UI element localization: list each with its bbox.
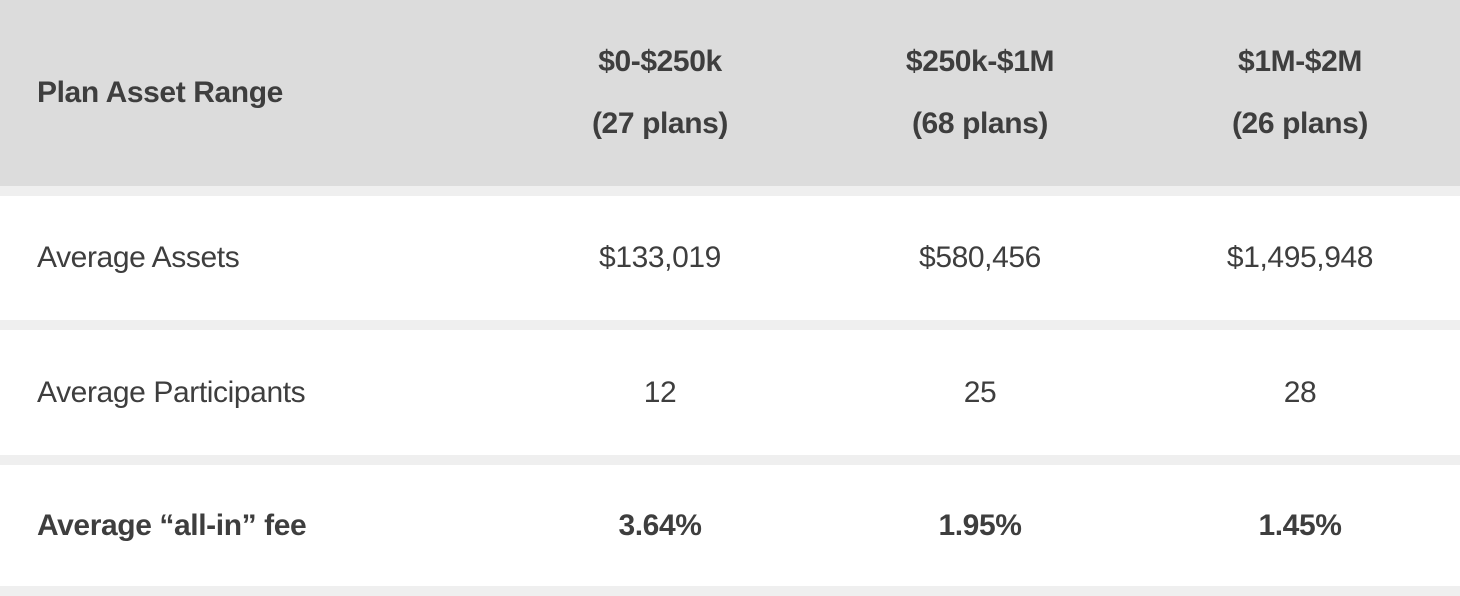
cell-average-participants-0-250k: 12 — [643, 375, 677, 409]
cell-average-participants-250k-1m: 25 — [963, 375, 997, 409]
row-separator — [0, 455, 1460, 465]
cell-average-fee-1m-2m: 1.45% — [1258, 508, 1342, 542]
cell-average-assets-250k-1m: $580,456 — [919, 241, 1041, 274]
cell-average-fee-0-250k: 3.64% — [618, 508, 702, 542]
column-header-plan-count: (68 plans) — [911, 107, 1049, 140]
table-bottom-separator — [0, 586, 1460, 596]
column-header-range: $250k-$1M — [905, 45, 1055, 78]
row-label: Average Assets — [37, 241, 240, 274]
table-header-row: Plan Asset Range $0-$250k (27 plans) $25… — [0, 0, 1460, 186]
row-label: Average Participants — [37, 375, 306, 409]
column-header-range: $0-$250k — [598, 45, 722, 78]
table-row-average-all-in-fee: Average “all-in” fee 3.64% 1.95% 1.45% — [0, 465, 1460, 586]
column-header-plan-count: (27 plans) — [591, 107, 729, 140]
row-separator — [0, 186, 1460, 196]
column-header-250k-1m: $250k-$1M (68 plans) — [820, 45, 1140, 141]
column-header-0-250k: $0-$250k (27 plans) — [500, 45, 820, 141]
corner-header-plan-asset-range: Plan Asset Range — [37, 76, 283, 109]
cell-average-assets-0-250k: $133,019 — [599, 241, 721, 274]
cell-average-participants-1m-2m: 28 — [1283, 375, 1317, 409]
cell-average-assets-1m-2m: $1,495,948 — [1226, 241, 1374, 274]
column-header-range: $1M-$2M — [1238, 45, 1362, 78]
column-header-plan-count: (26 plans) — [1231, 107, 1369, 140]
row-separator — [0, 320, 1460, 330]
table-row-average-assets: Average Assets $133,019 $580,456 $1,495,… — [0, 196, 1460, 320]
column-header-1m-2m: $1M-$2M (26 plans) — [1140, 45, 1460, 141]
row-label: Average “all-in” fee — [37, 508, 307, 542]
cell-average-fee-250k-1m: 1.95% — [938, 508, 1022, 542]
table-row-average-participants: Average Participants 12 25 28 — [0, 330, 1460, 455]
